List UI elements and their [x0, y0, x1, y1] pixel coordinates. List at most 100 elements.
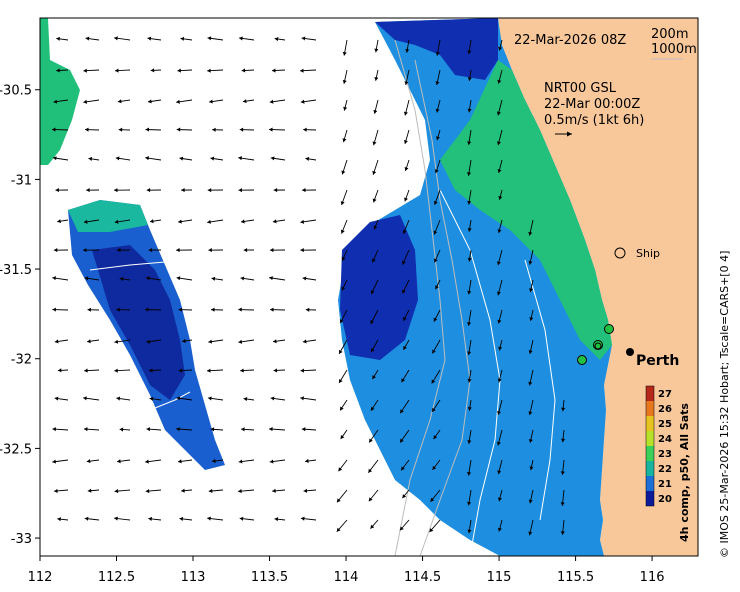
current-arrow	[372, 369, 379, 380]
current-arrow	[178, 219, 193, 224]
current-arrow	[270, 248, 286, 253]
current-arrow	[435, 39, 441, 56]
current-arrow	[212, 127, 224, 132]
current-arrow	[528, 489, 534, 504]
current-arrow	[211, 458, 224, 464]
current-arrow	[57, 517, 69, 522]
current-arrow	[467, 279, 472, 295]
current-arrow	[404, 69, 410, 86]
current-arrow	[372, 189, 379, 203]
current-arrow	[431, 339, 441, 354]
current-arrow	[273, 188, 286, 193]
current-arrow	[114, 368, 131, 373]
plot-frame	[39, 17, 699, 557]
current-arrow	[269, 459, 286, 464]
current-arrow	[300, 248, 317, 253]
current-arrow	[528, 429, 534, 443]
colorbar-segment	[646, 461, 654, 476]
current-arrow	[305, 307, 317, 312]
current-arrow	[430, 489, 441, 502]
current-arrow	[176, 99, 193, 104]
colorbar-tick-label: 26	[658, 404, 672, 415]
current-arrow	[529, 309, 534, 322]
current-scale-arrow	[555, 131, 572, 137]
y-tick-label: -31	[11, 173, 32, 188]
x-tick-label: 114	[334, 570, 359, 585]
current-arrow	[180, 36, 193, 41]
current-arrow	[114, 516, 131, 521]
current-arrow	[52, 307, 69, 312]
current-arrow	[53, 248, 69, 253]
current-arrow	[269, 427, 286, 432]
current-arrow	[207, 36, 224, 41]
x-tick-label: 114.5	[404, 570, 441, 585]
isotherm-d	[149, 391, 191, 411]
current-arrow	[497, 309, 503, 324]
current-arrow	[52, 427, 69, 432]
current-arrow	[118, 127, 131, 132]
current-arrow	[52, 156, 69, 161]
current-arrow	[300, 99, 317, 104]
current-arrow	[145, 488, 162, 494]
current-arrow	[208, 248, 224, 253]
current-arrow	[300, 368, 317, 373]
current-arrow	[52, 127, 69, 132]
contour-200m-label: 200m	[651, 27, 688, 42]
current-arrow	[114, 339, 131, 344]
current-arrow	[302, 339, 317, 344]
current-arrow	[497, 519, 503, 532]
current-arrow	[433, 219, 441, 235]
y-tick-label: -32	[11, 353, 32, 368]
current-arrow	[560, 489, 565, 506]
current-arrow	[370, 279, 379, 295]
current-arrow	[119, 427, 131, 432]
colorbar-segment	[646, 491, 654, 506]
current-arrow	[402, 309, 410, 322]
current-arrow	[497, 69, 503, 84]
current-arrow	[496, 249, 503, 266]
current-arrow	[496, 279, 503, 296]
current-arrow	[238, 459, 255, 464]
station-marker	[604, 324, 614, 334]
current-arrow	[210, 427, 224, 432]
colorbar-tick-label: 27	[658, 389, 672, 400]
current-arrow	[528, 249, 534, 265]
current-arrow	[372, 129, 379, 146]
current-arrow	[242, 99, 255, 104]
current-arrow	[148, 248, 162, 253]
current-arrow	[54, 488, 69, 493]
colorbar-segment	[646, 431, 654, 446]
current-arrow	[436, 129, 441, 141]
current-arrow	[54, 339, 69, 344]
current-arrow	[145, 156, 162, 161]
current-arrow	[114, 36, 131, 41]
current-arrow	[57, 368, 69, 373]
current-arrow	[270, 307, 286, 312]
current-arrow	[431, 399, 441, 413]
current-arrow	[272, 219, 286, 224]
current-arrow	[269, 276, 286, 281]
current-arrow	[370, 399, 379, 411]
station-marker	[577, 355, 587, 365]
current-arrow	[373, 219, 379, 230]
current-arrow	[87, 488, 100, 493]
colorbar-tick-label: 25	[658, 419, 672, 430]
ship-marker	[614, 247, 626, 259]
x-tick-label: 115.5	[557, 570, 594, 585]
current-arrow	[496, 99, 503, 116]
current-arrow	[374, 69, 379, 81]
current-arrow	[338, 459, 348, 472]
x-tick-label: 113.5	[251, 570, 288, 585]
current-scale-label: 0.5m/s (1kt 6h)	[544, 113, 644, 128]
current-arrow	[399, 399, 410, 414]
current-arrow	[149, 368, 162, 373]
current-arrow	[467, 189, 472, 205]
current-arrow	[238, 156, 255, 161]
current-arrow	[340, 189, 348, 206]
current-arrow	[117, 99, 131, 104]
current-arrow	[434, 159, 441, 174]
current-arrow	[433, 429, 441, 440]
current-model-label: NRT00 GSL	[544, 81, 617, 96]
current-arrow	[269, 99, 286, 104]
